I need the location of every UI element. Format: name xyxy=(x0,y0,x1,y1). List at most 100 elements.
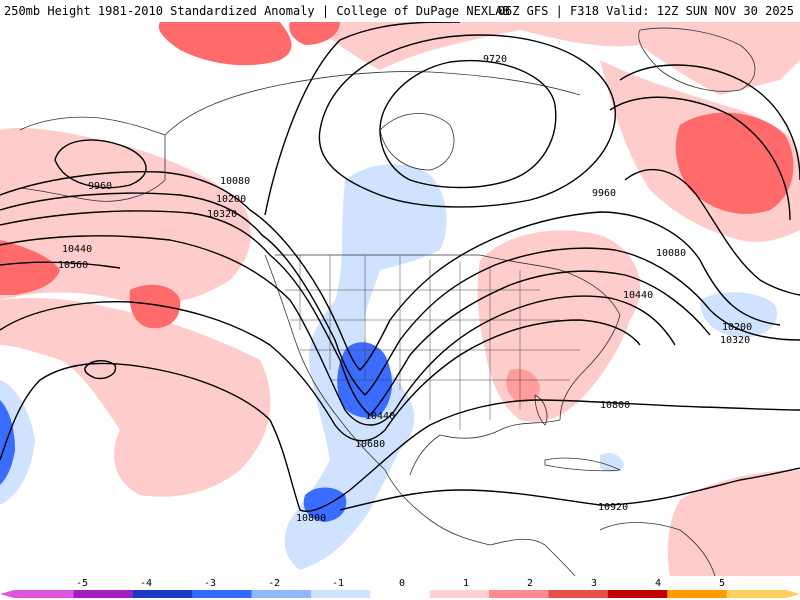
contour-label: 10080 xyxy=(656,248,686,259)
greenland xyxy=(638,27,756,92)
colorbar-tick-label: 4 xyxy=(655,578,661,589)
map-header: 250mb Height 1981-2010 Standardized Anom… xyxy=(0,0,800,22)
contour-label: 10200 xyxy=(216,194,246,205)
anomaly-map: 9720 9960 9960 10080 10200 10320 10440 1… xyxy=(0,22,800,576)
colorbar-segment xyxy=(370,590,431,598)
contour-trough-3 xyxy=(269,254,711,416)
neg-anomaly-atlantic xyxy=(700,292,777,338)
contour-10080 xyxy=(264,22,461,216)
contour-trough-2 xyxy=(261,234,800,396)
contour-10080-west xyxy=(0,171,251,211)
us-canada-border xyxy=(275,254,561,271)
colorbar-tick-label: 5 xyxy=(719,578,725,589)
anomaly-colorbar: -5 -4 -3 -2 -1 0 1 2 3 4 5 xyxy=(0,578,800,598)
colorbar-segment xyxy=(251,590,312,598)
colorbar-tick-label: -1 xyxy=(332,578,344,589)
colorbar-segment xyxy=(607,590,668,598)
height-contours xyxy=(0,22,800,512)
colorbar-segment xyxy=(310,590,371,598)
strong-pos-anomaly-southeast xyxy=(506,368,540,402)
colorbar-tick-labels: -5 -4 -3 -2 -1 0 1 2 3 4 5 xyxy=(76,578,725,589)
pos-anomaly-north-pacific-band xyxy=(0,298,271,497)
colorbar-tick-label: -3 xyxy=(204,578,216,589)
strong-pos-anomaly-north xyxy=(158,22,292,66)
map-title: 250mb Height 1981-2010 Standardized Anom… xyxy=(4,4,510,18)
contour-atlantic-loop-3 xyxy=(624,169,800,296)
us-west-coast xyxy=(264,254,386,471)
south-america xyxy=(599,522,716,576)
colorbar-segment xyxy=(548,590,609,598)
colorbar-segment xyxy=(192,590,253,598)
contour-label: 10440 xyxy=(365,411,395,422)
model-valid-time: 06Z GFS | F318 Valid: 12Z SUN NOV 30 202… xyxy=(497,4,794,18)
colorbar-tick-label: -2 xyxy=(268,578,280,589)
contour-label: 10320 xyxy=(720,335,750,346)
florida xyxy=(534,394,548,426)
strong-neg-anomaly-west-edge xyxy=(0,400,15,485)
contour-label: 10440 xyxy=(62,244,92,255)
canada-coast xyxy=(164,71,581,136)
contour-9960-alaska xyxy=(54,139,147,189)
contour-low-pacific xyxy=(84,360,117,380)
contour-label: 10200 xyxy=(722,322,752,333)
colorbar-segment xyxy=(667,590,728,598)
contour-10560 xyxy=(0,261,121,269)
contour-label: 10560 xyxy=(58,260,88,271)
colorbar-tick-label: 2 xyxy=(527,578,533,589)
contour-9720 xyxy=(379,59,557,189)
colorbar-tick-label: -4 xyxy=(140,578,152,589)
strong-positive-anomaly-shading xyxy=(0,22,794,402)
contour-9960 xyxy=(318,34,616,208)
geographic-outlines xyxy=(19,27,756,576)
contour-10320 xyxy=(0,210,271,256)
contour-10920 xyxy=(339,467,800,511)
gulf-coast xyxy=(409,419,561,476)
contour-label: 10920 xyxy=(598,502,628,513)
colorbar-segment xyxy=(726,590,787,598)
contour-label: 10800 xyxy=(600,400,630,411)
contour-10200 xyxy=(0,192,263,236)
contour-label: 9960 xyxy=(592,188,616,199)
colorbar-tick-label: 1 xyxy=(463,578,469,589)
strong-negative-anomaly-shading xyxy=(0,342,392,522)
colorbar-segment xyxy=(73,590,134,598)
colorbar-segment xyxy=(489,590,549,598)
strong-pos-anomaly-west xyxy=(0,240,60,295)
neg-anomaly-caribbean xyxy=(600,453,624,472)
contour-label: 10320 xyxy=(207,209,237,220)
contour-10800 xyxy=(0,362,800,512)
state-boundaries xyxy=(285,255,580,430)
contour-label: 9720 xyxy=(483,54,507,65)
colorbar-segments xyxy=(14,590,787,598)
contour-label: 10680 xyxy=(355,439,385,450)
pos-anomaly-north xyxy=(150,22,800,95)
contour-10680 xyxy=(0,301,641,442)
contour-atlantic-loop-2 xyxy=(609,96,791,221)
cuba xyxy=(544,457,622,472)
strong-pos-anomaly-northeast xyxy=(289,22,340,45)
neg-anomaly-west-edge xyxy=(0,380,35,505)
contour-labels: 9720 9960 9960 10080 10200 10320 10440 1… xyxy=(58,54,752,524)
colorbar-left-arrow xyxy=(0,590,14,598)
contour-trough-1 xyxy=(249,209,781,371)
colorbar-tick-label: 0 xyxy=(399,578,405,589)
colorbar-right-arrow xyxy=(786,590,800,598)
contour-10440 xyxy=(0,235,676,426)
contour-atlantic-loop xyxy=(619,64,800,181)
us-east-coast xyxy=(559,269,621,421)
central-america xyxy=(489,538,576,576)
strong-pos-anomaly-atlantic xyxy=(675,112,794,214)
contour-label: 10440 xyxy=(623,290,653,301)
colorbar-segment xyxy=(132,590,193,598)
colorbar-segment xyxy=(429,590,490,598)
colorbar-tick-label: -5 xyxy=(76,578,88,589)
strong-pos-anomaly-pacific xyxy=(129,284,181,329)
strong-neg-anomaly-pacific xyxy=(303,487,347,522)
hudson-bay xyxy=(379,113,455,171)
contour-label: 9960 xyxy=(88,181,112,192)
contour-label: 10800 xyxy=(296,513,326,524)
colorbar-segment xyxy=(14,590,74,598)
colorbar-tick-label: 3 xyxy=(591,578,597,589)
contour-label: 10080 xyxy=(220,176,250,187)
mexico-outline xyxy=(384,469,491,546)
